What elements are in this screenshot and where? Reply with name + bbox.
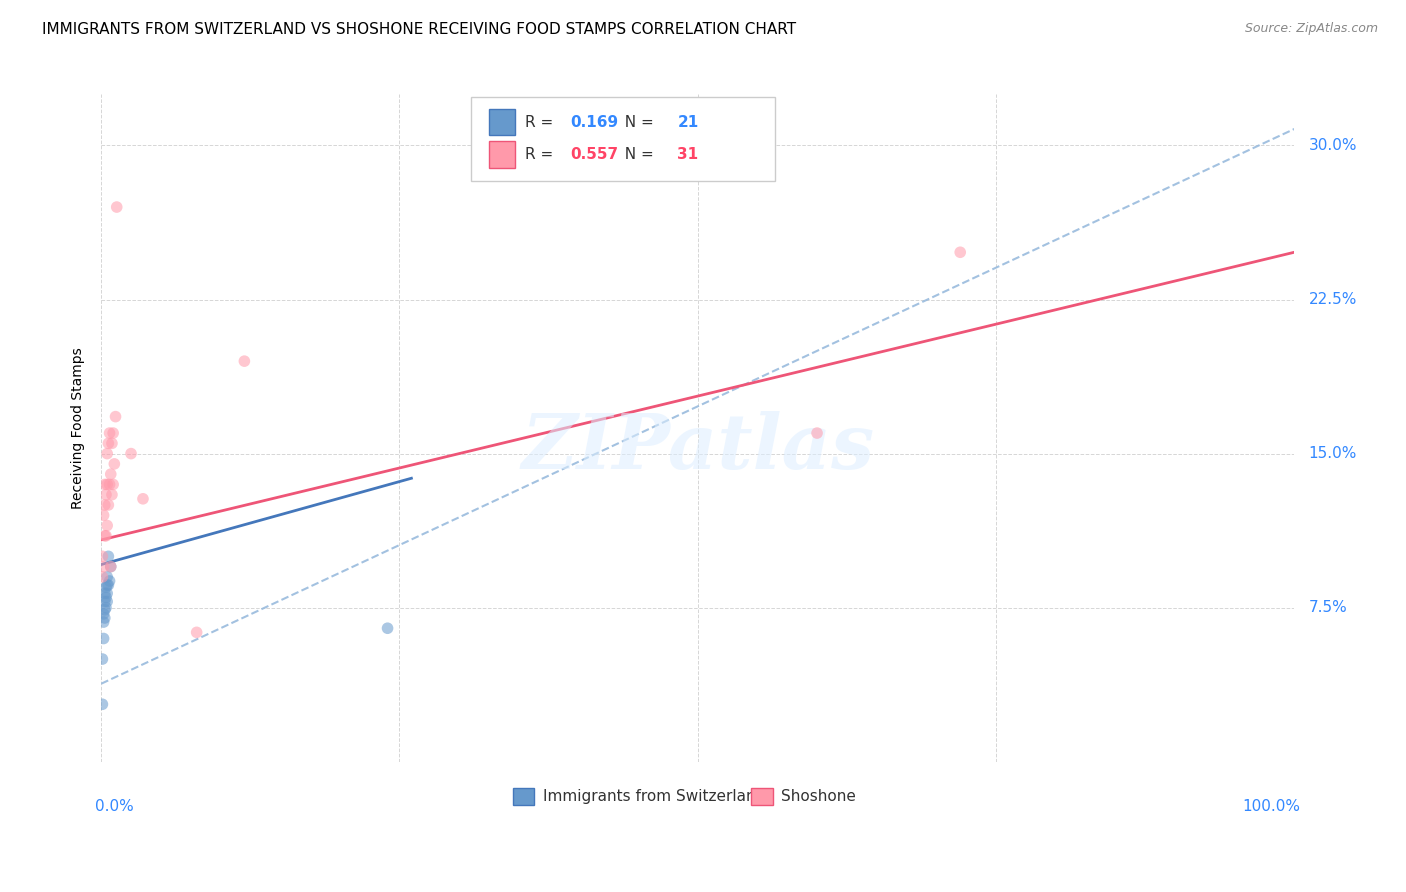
Text: N =: N = (616, 146, 659, 161)
Text: 15.0%: 15.0% (1309, 446, 1357, 461)
Point (93, 607, 115, 621)
Point (100, 559, 122, 574)
Point (100, 467, 122, 482)
Point (100, 559, 122, 574)
FancyBboxPatch shape (471, 97, 775, 181)
Text: IMMIGRANTS FROM SWITZERLAND VS SHOSHONE RECEIVING FOOD STAMPS CORRELATION CHART: IMMIGRANTS FROM SWITZERLAND VS SHOSHONE … (42, 22, 796, 37)
Text: 0.0%: 0.0% (96, 798, 134, 814)
Point (98, 425, 121, 440)
Point (93, 508, 115, 523)
Point (96, 477, 118, 491)
Text: Source: ZipAtlas.com: Source: ZipAtlas.com (1244, 22, 1378, 36)
Point (97, 436, 120, 450)
Point (104, 409, 127, 424)
Point (98, 477, 121, 491)
Point (105, 200, 128, 214)
Point (96, 518, 118, 533)
Text: N =: N = (616, 114, 659, 129)
Y-axis label: Receiving Food Stamps: Receiving Food Stamps (72, 347, 86, 508)
Point (94, 488, 117, 502)
Point (94, 477, 117, 491)
Point (949, 245, 972, 260)
Point (806, 425, 828, 440)
Text: 22.5%: 22.5% (1309, 292, 1357, 307)
Point (91, 652, 114, 666)
Point (94, 529, 117, 543)
Text: 31: 31 (678, 146, 699, 161)
Text: 0.169: 0.169 (569, 114, 619, 129)
Point (94, 529, 117, 543)
FancyBboxPatch shape (513, 789, 534, 805)
Point (96, 594, 118, 608)
Point (93, 559, 115, 574)
Text: 0.557: 0.557 (569, 146, 619, 161)
Point (96, 447, 118, 461)
Point (91, 549, 114, 564)
Point (94, 603, 117, 617)
Point (97, 578, 120, 592)
Point (94, 591, 117, 605)
Point (94, 586, 117, 600)
Point (94, 594, 117, 608)
Point (91, 570, 114, 584)
FancyBboxPatch shape (751, 789, 773, 805)
Point (132, 491, 155, 506)
Text: 30.0%: 30.0% (1309, 138, 1357, 153)
Point (96, 578, 118, 592)
Point (233, 354, 256, 368)
Text: 100.0%: 100.0% (1243, 798, 1301, 814)
Point (94, 611, 117, 625)
Point (103, 457, 125, 471)
Point (94, 600, 117, 615)
Text: R =: R = (524, 114, 558, 129)
Point (377, 621, 399, 635)
Point (94, 498, 117, 512)
Point (98, 574, 121, 588)
Text: R =: R = (524, 146, 558, 161)
Text: 21: 21 (678, 114, 699, 129)
Text: Shoshone: Shoshone (782, 789, 856, 804)
Point (101, 477, 124, 491)
Point (120, 447, 142, 461)
FancyBboxPatch shape (489, 109, 515, 136)
Point (101, 425, 124, 440)
Point (96, 570, 118, 584)
Point (96, 586, 118, 600)
Point (97, 549, 120, 564)
Point (101, 436, 124, 450)
Point (93, 632, 115, 646)
Point (101, 488, 124, 502)
Text: 7.5%: 7.5% (1309, 600, 1347, 615)
FancyBboxPatch shape (489, 141, 515, 168)
Point (186, 625, 208, 640)
Point (93, 615, 115, 629)
Point (91, 698, 114, 712)
Text: ZIPatlas: ZIPatlas (522, 411, 875, 485)
Point (97, 498, 120, 512)
Text: Immigrants from Switzerland: Immigrants from Switzerland (543, 789, 765, 804)
Point (94, 580, 117, 594)
